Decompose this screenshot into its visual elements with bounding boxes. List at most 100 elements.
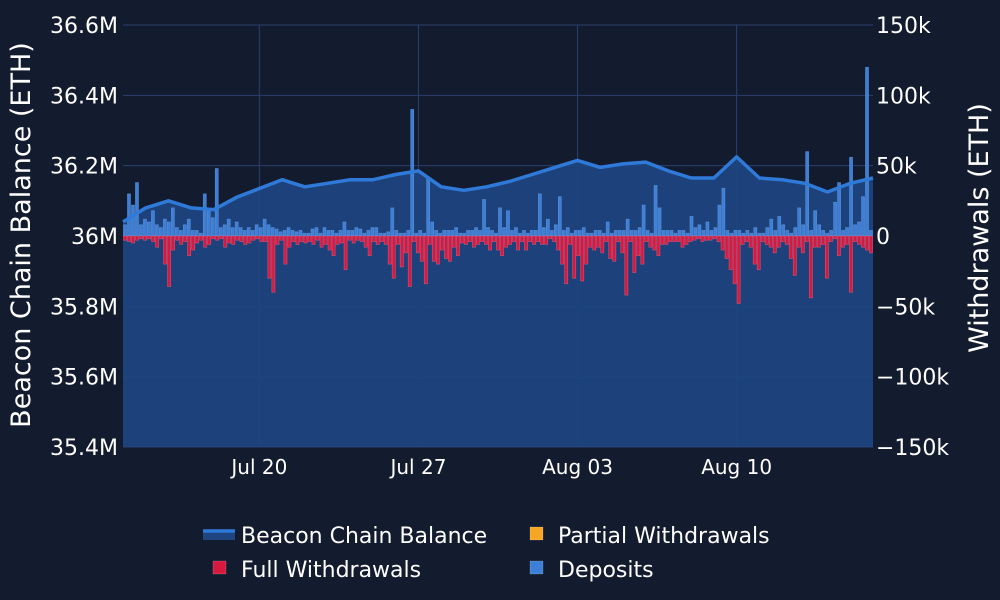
deposit-bar (669, 230, 674, 237)
deposit-bar (833, 201, 837, 237)
deposit-bar (190, 230, 195, 237)
full-withdrawal-bar (865, 235, 869, 251)
full-withdrawal-bar (833, 235, 837, 240)
deposit-bar (538, 193, 542, 237)
full-withdrawal-bar (744, 235, 749, 242)
full-withdrawal-bar (616, 235, 621, 242)
deposit-bar (494, 232, 498, 237)
deposit-bar (378, 232, 383, 237)
full-withdrawal-bar (291, 235, 296, 242)
full-withdrawal-bar (672, 235, 677, 242)
deposit-bar (434, 230, 439, 237)
deposit-bar (506, 210, 510, 237)
full-withdrawal-bar (347, 235, 352, 241)
deposit-bar (386, 231, 391, 237)
full-withdrawal-bar (648, 235, 653, 248)
full-withdrawal-bar (853, 235, 857, 242)
deposit-bar (845, 227, 849, 237)
deposit-bar (709, 230, 714, 237)
full-withdrawal-bar (628, 235, 633, 242)
full-withdrawal-bar (127, 235, 131, 242)
deposit-bar (430, 221, 435, 237)
full-withdrawal-bar (167, 235, 171, 287)
full-withdrawal-bar (568, 235, 573, 245)
full-withdrawal-bar (267, 235, 272, 279)
deposit-bar (713, 227, 718, 237)
full-withdrawal-bar (728, 235, 733, 271)
deposit-bar (785, 230, 790, 237)
full-withdrawal-bar (163, 235, 167, 265)
deposit-bar (151, 210, 155, 237)
full-withdrawal-bar (131, 235, 135, 244)
deposit-bar (825, 232, 829, 237)
full-withdrawal-bar (800, 235, 805, 254)
legend-box-swatch (529, 560, 544, 575)
full-withdrawal-bar (796, 235, 801, 248)
full-withdrawal-bar (812, 235, 817, 248)
deposit-bar (829, 230, 833, 237)
full-withdrawal-bar (724, 235, 729, 259)
full-withdrawal-bar (804, 235, 809, 242)
deposit-bar (569, 232, 574, 237)
deposit-bar (446, 230, 450, 237)
deposit-bar (781, 224, 786, 237)
full-withdrawal-bar (520, 235, 524, 242)
deposit-bar (689, 216, 694, 237)
full-withdrawal-bar (584, 235, 589, 265)
y-right-tick-labels: −150k −100k −50k 0 50k 100k 150k (876, 14, 949, 461)
legend-box-swatch (529, 526, 544, 541)
full-withdrawal-bar (712, 235, 717, 240)
deposit-bar (490, 230, 494, 237)
deposit-bar (805, 151, 810, 237)
full-withdrawal-bar (620, 235, 625, 254)
full-withdrawal-bar (596, 235, 601, 248)
full-withdrawal-bar (732, 235, 737, 285)
deposit-bar (326, 230, 331, 237)
full-withdrawal-bar (704, 235, 709, 241)
full-withdrawal-bar (736, 235, 741, 304)
deposit-bar (510, 230, 514, 237)
full-withdrawal-bar (199, 235, 204, 241)
full-withdrawal-bar (239, 235, 244, 242)
full-withdrawal-bar (355, 235, 360, 241)
y-right-tick-label: 0 (876, 225, 890, 250)
deposit-bar (242, 230, 247, 237)
deposit-bar (849, 156, 853, 237)
full-withdrawal-bar (371, 235, 376, 242)
deposit-bar (458, 232, 462, 237)
deposit-bar (278, 231, 283, 237)
full-withdrawal-bar (588, 235, 593, 248)
deposit-bar (270, 227, 275, 237)
deposit-bar (131, 204, 135, 237)
deposit-bar (617, 230, 622, 237)
deposit-bar (729, 232, 734, 237)
full-withdrawal-bar (564, 235, 569, 285)
full-withdrawal-bar (488, 235, 492, 251)
full-withdrawal-bar (383, 235, 388, 245)
bar-group (123, 66, 873, 304)
full-withdrawal-bar (600, 235, 605, 254)
deposit-bar (861, 196, 865, 237)
full-withdrawal-bar (688, 235, 693, 242)
full-withdrawal-bar (203, 235, 208, 248)
full-withdrawal-bar (544, 235, 548, 245)
deposit-bar (853, 224, 857, 237)
x-tick-label: Jul 20 (229, 455, 287, 479)
deposit-bar (354, 227, 359, 237)
deposit-bar (553, 224, 558, 237)
deposit-bar (549, 230, 554, 237)
full-withdrawal-bar (223, 235, 228, 248)
deposit-bar (514, 227, 518, 237)
deposit-bar (127, 193, 131, 237)
full-withdrawal-bar (664, 235, 669, 245)
deposit-bar (254, 224, 259, 237)
deposit-bar (350, 230, 355, 237)
y-right-tick-label: 100k (876, 84, 931, 109)
legend-label: Deposits (558, 558, 654, 583)
full-withdrawal-bar (287, 235, 292, 248)
deposit-bar (737, 230, 742, 237)
full-withdrawal-bar (692, 235, 697, 241)
deposit-bar (314, 227, 319, 237)
deposit-bar (841, 230, 845, 237)
deposit-bar (135, 182, 139, 237)
